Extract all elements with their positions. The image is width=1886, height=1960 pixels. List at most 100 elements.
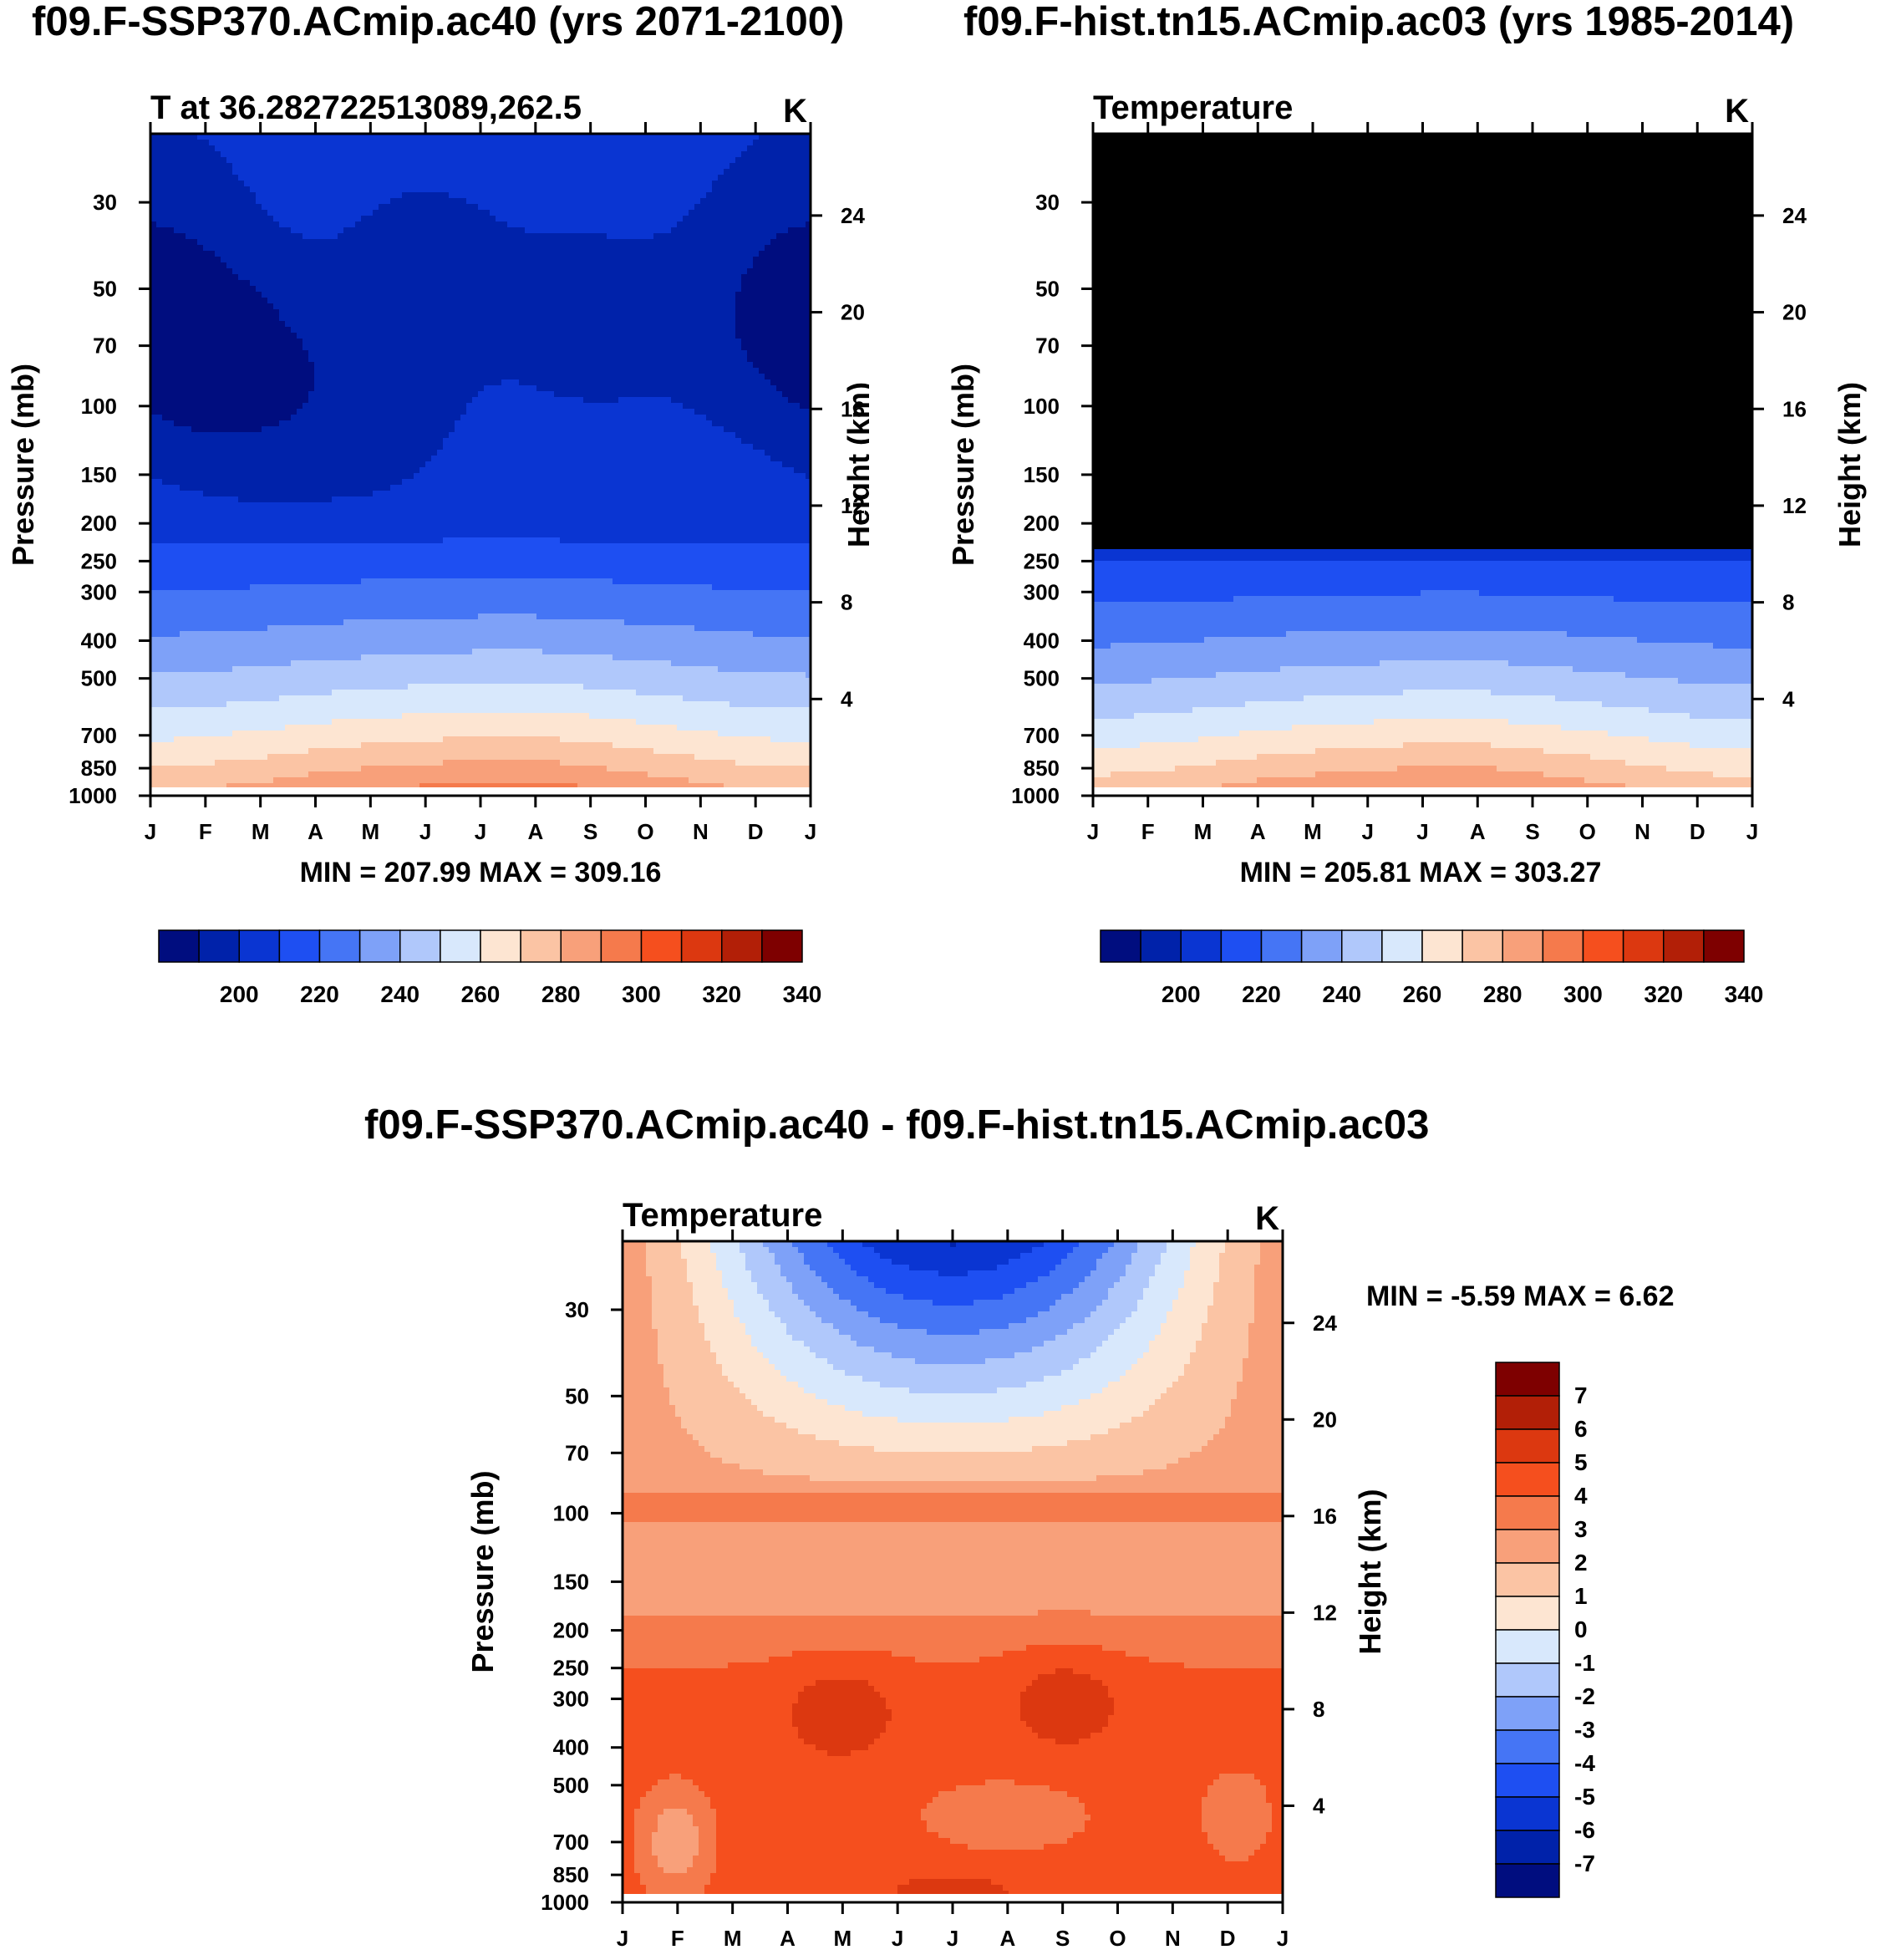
contour-cell: [414, 368, 420, 374]
contour-cell: [466, 356, 473, 363]
contour-cell: [747, 163, 754, 170]
contour-cell: [554, 286, 561, 293]
contour-cell: [513, 140, 520, 146]
contour-cell: [648, 186, 654, 193]
contour-cell: [408, 186, 414, 193]
contour-cell: [472, 286, 479, 293]
contour-cell: [542, 303, 549, 310]
contour-cell: [595, 227, 602, 234]
contour-cell: [659, 181, 666, 187]
contour-cell: [320, 350, 327, 357]
contour-cell: [794, 379, 801, 386]
contour-cell: [256, 151, 262, 158]
contour-cell: [782, 274, 789, 281]
contour-cell: [291, 385, 297, 392]
contour-cell: [806, 204, 811, 211]
contour-cell: [455, 163, 461, 170]
contour-cell: [741, 292, 748, 298]
contour-cell: [402, 239, 409, 246]
contour-cell: [572, 186, 578, 193]
contour-cell: [343, 339, 350, 345]
contour-cell: [472, 385, 479, 392]
contour-cell: [408, 292, 414, 298]
contour-cell: [572, 292, 578, 298]
contour-cell: [589, 333, 596, 339]
contour-cell: [460, 175, 467, 181]
contour-cell: [390, 315, 397, 322]
contour-cell: [338, 274, 344, 281]
contour-cell: [484, 350, 491, 357]
contour-cell: [291, 262, 297, 269]
contour-cell: [186, 169, 192, 176]
contour-cell: [794, 333, 801, 339]
contour-cell: [607, 286, 613, 293]
contour-cell: [542, 298, 549, 304]
contour-cell: [741, 309, 748, 316]
contour-cell: [384, 198, 391, 205]
contour-cell: [414, 227, 420, 234]
contour-cell: [694, 157, 701, 164]
contour-cell: [162, 368, 169, 374]
contour-cell: [291, 268, 297, 275]
contour-cell: [677, 315, 684, 322]
contour-cell: [618, 298, 625, 304]
contour-cell: [162, 239, 169, 246]
contour-cell: [191, 204, 198, 211]
contour-cell: [396, 292, 403, 298]
contour-cell: [542, 339, 549, 345]
contour-cell: [419, 210, 426, 216]
contour-cell: [314, 192, 321, 199]
contour-cell: [583, 145, 590, 152]
contour-cell: [390, 169, 397, 176]
contour-cell: [455, 292, 461, 298]
contour-cell: [642, 186, 648, 193]
contour-cell: [402, 221, 409, 228]
contour-cell: [425, 204, 432, 211]
contour-cell: [443, 245, 450, 252]
contour-cell: [624, 309, 631, 316]
contour-cell: [384, 181, 391, 187]
contour-cell: [361, 210, 368, 216]
contour-cell: [437, 210, 444, 216]
contour-cell: [653, 374, 660, 380]
contour-cell: [191, 309, 198, 316]
contour-cell: [689, 321, 695, 328]
contour-cell: [806, 280, 811, 287]
contour-cell: [279, 210, 286, 216]
contour-cell: [683, 175, 689, 181]
contour-cell: [308, 292, 315, 298]
contour-cell: [361, 292, 368, 298]
contour-cell: [431, 385, 438, 392]
contour-cell: [408, 227, 414, 234]
contour-cell: [624, 221, 631, 228]
contour-cell: [653, 286, 660, 293]
contour-cell: [554, 368, 561, 374]
contour-cell: [285, 333, 292, 339]
contour-cell: [788, 151, 795, 158]
contour-cell: [484, 385, 491, 392]
contour-cell: [659, 298, 666, 304]
contour-cell: [285, 216, 292, 222]
contour-cell: [659, 239, 666, 246]
contour-cell: [613, 315, 619, 322]
contour-cell: [168, 368, 175, 374]
contour-cell: [197, 286, 204, 293]
contour-cell: [595, 303, 602, 310]
contour-cell: [800, 233, 806, 240]
contour-cell: [203, 198, 210, 205]
contour-cell: [279, 268, 286, 275]
contour-cell: [455, 274, 461, 281]
contour-cell: [700, 298, 707, 304]
contour-cell: [349, 134, 356, 140]
contour-cell: [630, 385, 637, 392]
contour-cell: [156, 251, 163, 257]
contour-cell: [443, 210, 450, 216]
contour-cell: [642, 140, 648, 146]
contour-cell: [361, 245, 368, 252]
contour-cell: [437, 303, 444, 310]
contour-cell: [343, 140, 350, 146]
contour-cell: [186, 221, 192, 228]
contour-cell: [390, 227, 397, 234]
contour-cell: [379, 350, 385, 357]
contour-cell: [174, 233, 180, 240]
